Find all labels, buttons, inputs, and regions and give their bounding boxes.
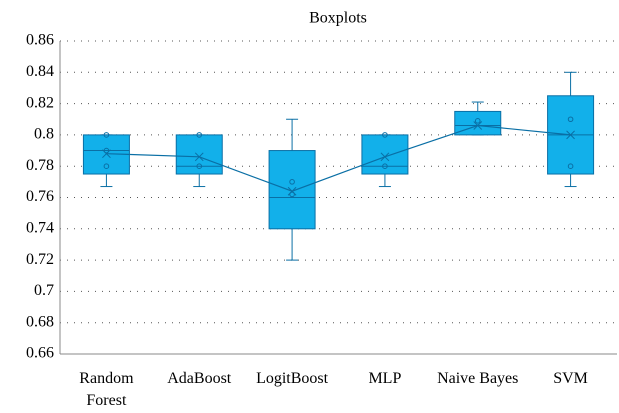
chart-title: Boxplots bbox=[309, 10, 367, 27]
y-tick-label: 0.7 bbox=[34, 282, 54, 299]
point bbox=[289, 191, 295, 198]
x-tick-label: LogitBoost bbox=[256, 370, 329, 387]
y-tick-label: 0.74 bbox=[26, 219, 54, 236]
x-tick-label: Random Forest bbox=[79, 370, 134, 409]
point bbox=[103, 163, 110, 169]
point bbox=[103, 132, 110, 138]
y-tick-label: 0.76 bbox=[26, 188, 54, 205]
box bbox=[361, 134, 409, 175]
point bbox=[382, 132, 388, 138]
x-tick-label: Naive Bayes bbox=[437, 370, 519, 387]
y-tick-label: 0.68 bbox=[26, 313, 54, 330]
y-tick-label: 0.8 bbox=[34, 126, 54, 143]
box bbox=[268, 150, 316, 230]
point bbox=[382, 163, 388, 169]
y-tick-label: 0.82 bbox=[26, 94, 54, 111]
box bbox=[175, 134, 223, 175]
y-tick-label: 0.86 bbox=[26, 32, 54, 49]
point bbox=[567, 116, 574, 123]
y-tick-label: 0.72 bbox=[26, 251, 54, 268]
y-tick-label: 0.84 bbox=[26, 63, 54, 80]
mean-line bbox=[106, 124, 571, 192]
point bbox=[196, 132, 203, 138]
point bbox=[567, 163, 574, 169]
x-tick-label: MLP bbox=[368, 370, 402, 387]
x-tick-label: AdaBoost bbox=[167, 370, 232, 387]
x-tick-label: SVM bbox=[553, 370, 588, 387]
point bbox=[474, 118, 481, 124]
point bbox=[289, 179, 295, 185]
y-tick-label: 0.66 bbox=[26, 345, 54, 362]
point bbox=[103, 147, 110, 154]
point bbox=[196, 163, 203, 169]
y-tick-label: 0.78 bbox=[26, 157, 54, 174]
